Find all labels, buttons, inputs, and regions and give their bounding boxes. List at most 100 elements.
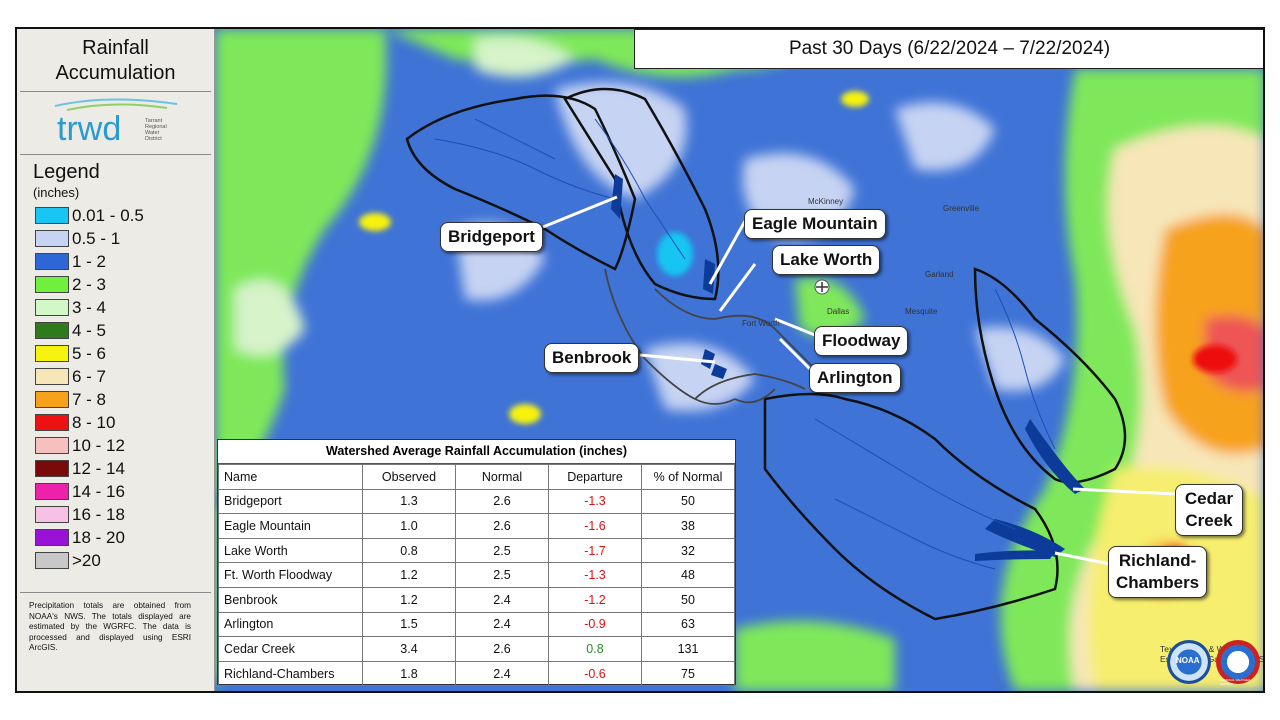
sidebar-title-line1: Rainfall bbox=[82, 37, 149, 59]
table-cell-normal: 2.6 bbox=[455, 513, 549, 539]
table-cell-pct: 131 bbox=[641, 636, 735, 662]
callout-cedar-creek-line1: Cedar bbox=[1184, 489, 1234, 508]
legend-label: 12 - 14 bbox=[72, 458, 125, 478]
legend-item: 3 - 4 bbox=[35, 296, 214, 319]
table-row: Eagle Mountain 1.0 2.6 -1.6 38 bbox=[218, 513, 735, 539]
legend-swatch bbox=[35, 483, 69, 500]
logo-sub-3: Water bbox=[145, 130, 160, 136]
table-cell-name: Bridgeport bbox=[218, 488, 363, 515]
divider bbox=[20, 154, 211, 155]
legend-item: 1 - 2 bbox=[35, 250, 214, 273]
table-cell-name: Arlington bbox=[218, 611, 363, 638]
table-header-cell: Name bbox=[218, 464, 363, 490]
callout-arlington: Arlington bbox=[809, 363, 901, 393]
table-header-cell: Normal bbox=[455, 464, 549, 490]
legend-item: 8 - 10 bbox=[35, 411, 214, 434]
callout-cedar-creek: Cedar Creek bbox=[1175, 484, 1243, 536]
legend-label: 14 - 16 bbox=[72, 481, 125, 501]
table-cell-name: Cedar Creek bbox=[218, 636, 363, 662]
table-cell-pct: 63 bbox=[641, 611, 735, 638]
legend-swatch bbox=[35, 299, 69, 316]
watershed-table-panel: Watershed Average Rainfall Accumulation … bbox=[217, 439, 736, 687]
divider bbox=[20, 91, 211, 92]
table-cell-departure: 0.8 bbox=[548, 636, 642, 662]
legend-label: 4 - 5 bbox=[72, 320, 107, 340]
legend-swatch bbox=[35, 506, 69, 523]
table-cell-normal: 2.5 bbox=[455, 562, 549, 588]
legend-swatch bbox=[35, 391, 69, 408]
legend-label: 0.01 - 0.5 bbox=[72, 205, 144, 225]
table-cell-observed: 0.8 bbox=[362, 537, 456, 564]
table-cell-observed: 1.5 bbox=[362, 611, 456, 638]
table-cell-normal: 2.6 bbox=[455, 488, 549, 515]
callout-floodway: Floodway bbox=[814, 326, 909, 356]
table-cell-name: Richland-Chambers bbox=[218, 660, 363, 687]
legend-units: (inches) bbox=[33, 185, 80, 200]
table-cell-normal: 2.6 bbox=[455, 636, 549, 662]
data-source-note: Precipitation totals are obtained from N… bbox=[29, 601, 191, 652]
logo-text: trwd bbox=[57, 110, 121, 148]
table-header-cell: Departure bbox=[548, 464, 642, 490]
legend-list: 0.01 - 0.5 0.5 - 1 1 - 2 2 - 3 3 - 4 4 - 5 5 -… bbox=[17, 204, 214, 572]
table-row: Benbrook 1.2 2.4 -1.2 50 bbox=[218, 586, 735, 613]
table-cell-observed: 1.0 bbox=[362, 513, 456, 539]
map-label-mckinney: McKinney bbox=[808, 197, 843, 206]
table-cell-normal: 2.5 bbox=[455, 537, 549, 564]
legend-item: 10 - 12 bbox=[35, 434, 214, 457]
table-cell-departure: -1.2 bbox=[548, 586, 642, 613]
legend-swatch bbox=[35, 253, 69, 270]
table-cell-pct: 50 bbox=[641, 586, 735, 613]
table-row: Bridgeport 1.3 2.6 -1.3 50 bbox=[218, 488, 735, 515]
legend-swatch bbox=[35, 230, 69, 247]
table-cell-normal: 2.4 bbox=[455, 586, 549, 613]
table-header-cell: % of Normal bbox=[641, 464, 735, 490]
sidebar-title: Rainfall Accumulation bbox=[17, 36, 214, 86]
table-cell-pct: 32 bbox=[641, 537, 735, 564]
legend-swatch bbox=[35, 529, 69, 546]
legend-item: 12 - 14 bbox=[35, 457, 214, 480]
legend-swatch bbox=[35, 276, 69, 293]
legend-swatch bbox=[35, 368, 69, 385]
table-cell-normal: 2.4 bbox=[455, 611, 549, 638]
legend-swatch bbox=[35, 552, 69, 569]
legend-swatch bbox=[35, 322, 69, 339]
legend-swatch bbox=[35, 437, 69, 454]
legend-item: 2 - 3 bbox=[35, 273, 214, 296]
table-cell-observed: 1.8 bbox=[362, 660, 456, 687]
legend-item: 5 - 6 bbox=[35, 342, 214, 365]
table-cell-departure: -0.6 bbox=[548, 660, 642, 687]
slide-frame: Rainfall Accumulation trwd Tarrant Regio… bbox=[15, 27, 1265, 693]
map-label-dallas: Dallas bbox=[827, 307, 849, 316]
table-cell-normal: 2.4 bbox=[455, 660, 549, 687]
period-header: Past 30 Days (6/22/2024 – 7/22/2024) bbox=[634, 29, 1263, 69]
legend-swatch bbox=[35, 345, 69, 362]
divider bbox=[20, 592, 211, 593]
legend-label: 6 - 7 bbox=[72, 366, 107, 386]
table-cell-pct: 48 bbox=[641, 562, 735, 588]
table-cell-departure: -1.3 bbox=[548, 488, 642, 515]
map-label-mesquite: Mesquite bbox=[905, 307, 938, 316]
callout-lake-worth: Lake Worth bbox=[772, 245, 881, 275]
logo-sub-2: Regional bbox=[145, 124, 167, 130]
table-cell-name: Eagle Mountain bbox=[218, 513, 363, 539]
callout-bridgeport: Bridgeport bbox=[440, 222, 543, 252]
table-cell-pct: 75 bbox=[641, 660, 735, 687]
noaa-badge-icon: NOAA bbox=[1167, 640, 1211, 684]
legend-item: 18 - 20 bbox=[35, 526, 214, 549]
legend-item: 4 - 5 bbox=[35, 319, 214, 342]
legend-swatch bbox=[35, 414, 69, 431]
map-label-garland: Garland bbox=[925, 270, 953, 279]
callout-richland-chambers: Richland- Chambers bbox=[1108, 546, 1208, 598]
table-cell-departure: -0.9 bbox=[548, 611, 642, 638]
legend-item: 14 - 16 bbox=[35, 480, 214, 503]
table-cell-pct: 38 bbox=[641, 513, 735, 539]
table-row: Lake Worth 0.8 2.5 -1.7 32 bbox=[218, 537, 735, 564]
table-cell-name: Ft. Worth Floodway bbox=[218, 562, 363, 588]
legend-label: 18 - 20 bbox=[72, 527, 125, 547]
legend-item: 0.5 - 1 bbox=[35, 227, 214, 250]
legend-label: 16 - 18 bbox=[72, 504, 125, 524]
table-row: Arlington 1.5 2.4 -0.9 63 bbox=[218, 611, 735, 638]
legend-swatch bbox=[35, 460, 69, 477]
table-cell-observed: 3.4 bbox=[362, 636, 456, 662]
trwd-logo-graphic: trwd Tarrant Regional Water District bbox=[54, 98, 178, 148]
